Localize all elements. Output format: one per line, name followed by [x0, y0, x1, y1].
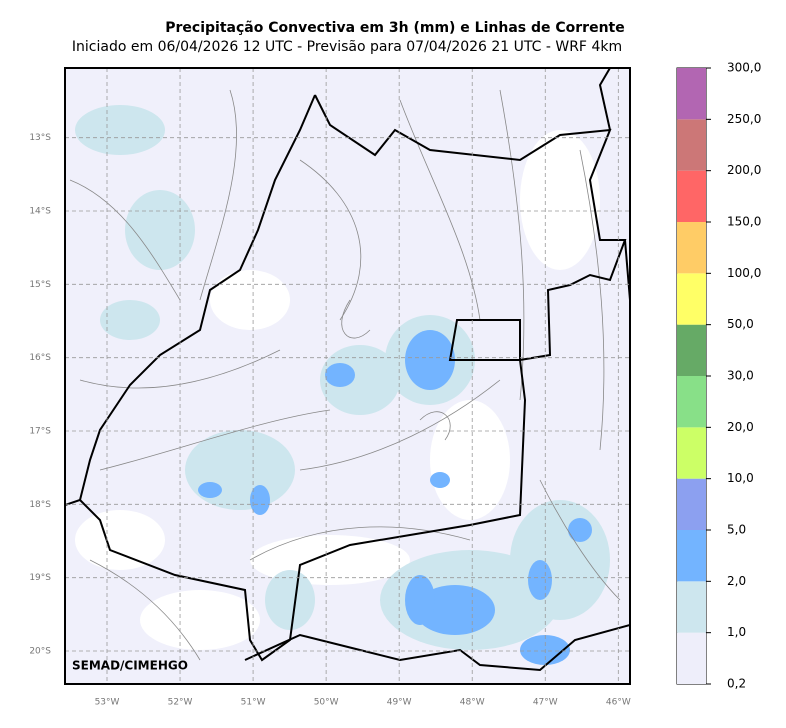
- colorbar-label: 50,0: [727, 317, 754, 331]
- colorbar-segment: [677, 273, 706, 325]
- colorbar-segment: [677, 68, 706, 120]
- lon-label: 47°W: [533, 698, 558, 708]
- colorbar-label: 5,0: [727, 523, 746, 537]
- colorbar-label: 300,0: [727, 61, 761, 75]
- lon-label: 49°W: [387, 698, 412, 708]
- colorbar-label: 2,0: [727, 574, 746, 588]
- moderate-rain: [198, 330, 592, 665]
- map-area: [65, 68, 630, 684]
- colorbar-segment: [677, 632, 706, 684]
- colorbar-label: 250,0: [727, 112, 761, 126]
- lon-label: 53°W: [95, 698, 120, 708]
- lat-label: 15°S: [29, 280, 51, 290]
- lon-label: 52°W: [168, 698, 193, 708]
- lat-label: 20°S: [29, 647, 51, 657]
- lon-label: 51°W: [241, 698, 266, 708]
- colorbar-segment: [677, 581, 706, 633]
- colorbar-label: 200,0: [727, 163, 761, 177]
- lat-label: 16°S: [29, 353, 51, 363]
- lat-label: 13°S: [29, 133, 51, 143]
- colorbar-label: 20,0: [727, 420, 754, 434]
- colorbar-segment: [677, 478, 706, 530]
- credit: SEMAD/CIMEHGO: [72, 659, 188, 673]
- colorbar-segment: [677, 119, 706, 171]
- lat-label: 14°S: [29, 207, 51, 217]
- colorbar-segment: [677, 427, 706, 479]
- streamlines: [69, 89, 621, 661]
- colorbar-label: 1,0: [727, 625, 746, 639]
- colorbar-segment: [677, 530, 706, 582]
- lon-label: 48°W: [460, 698, 485, 708]
- colorbar-segment: [677, 170, 706, 222]
- lat-label: 19°S: [29, 573, 51, 583]
- lat-label: 17°S: [29, 427, 51, 437]
- lat-label: 18°S: [29, 500, 51, 510]
- graticule: [65, 68, 630, 684]
- colorbar-segment: [677, 222, 706, 274]
- colorbar-segment: [677, 324, 706, 376]
- dry-areas: [75, 130, 600, 650]
- colorbar-label: 30,0: [727, 369, 754, 383]
- colorbar-label: 10,0: [727, 471, 754, 485]
- title: Precipitação Convectiva em 3h (mm) e Lin…: [165, 20, 624, 36]
- colorbar-label: 150,0: [727, 215, 761, 229]
- subtitle: Iniciado em 06/04/2026 12 UTC - Previsão…: [72, 39, 622, 55]
- colorbar-segment: [677, 376, 706, 428]
- colorbar-label: 100,0: [727, 266, 761, 280]
- colorbar-label: 0,2: [727, 677, 746, 691]
- lon-label: 46°W: [606, 698, 631, 708]
- map-frame: [64, 67, 631, 685]
- state-borders: [65, 68, 630, 672]
- lon-label: 50°W: [314, 698, 339, 708]
